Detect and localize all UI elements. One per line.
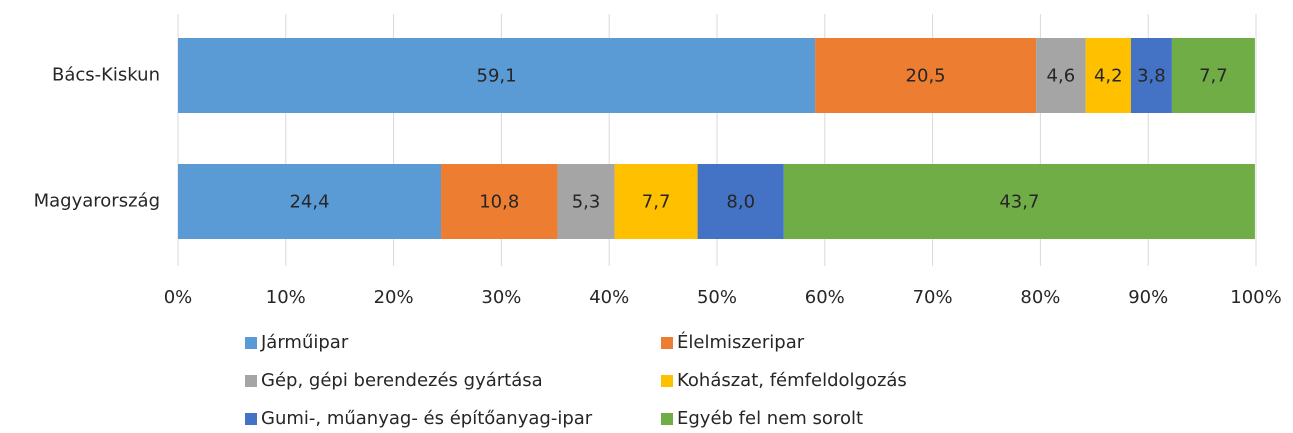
bar-segment — [1036, 38, 1086, 113]
legend-swatch — [661, 337, 673, 349]
legend-swatch — [661, 375, 673, 387]
data-label: 20,5 — [906, 66, 946, 87]
data-label: 43,7 — [999, 192, 1039, 213]
x-tick-label: 20% — [374, 287, 414, 308]
data-label: 7,7 — [642, 192, 671, 213]
x-tick-label: 70% — [913, 287, 953, 308]
data-label: 8,0 — [726, 192, 755, 213]
legend-swatch — [245, 375, 257, 387]
x-tick-label: 80% — [1020, 287, 1060, 308]
legend-label: Gumi-, műanyag- és építőanyag-ipar — [261, 408, 593, 429]
data-label: 3,8 — [1137, 66, 1166, 87]
bar-segment — [815, 38, 1037, 113]
data-label: 7,7 — [1199, 66, 1228, 87]
y-tick-label: Magyarország — [34, 191, 160, 212]
x-tick-label: 10% — [266, 287, 306, 308]
data-label: 5,3 — [572, 192, 601, 213]
data-label: 59,1 — [477, 66, 517, 87]
bar-segment — [614, 164, 698, 239]
x-tick-label: 50% — [697, 287, 737, 308]
x-tick-label: 90% — [1128, 287, 1168, 308]
x-tick-label: 100% — [1230, 287, 1281, 308]
x-tick-label: 60% — [805, 287, 845, 308]
bar-segment — [1085, 38, 1131, 113]
bar-segment — [178, 164, 442, 239]
bar-segment — [697, 164, 784, 239]
bar-segment — [178, 38, 816, 113]
legend-swatch — [245, 413, 257, 425]
bar-segment — [441, 164, 558, 239]
data-label: 4,6 — [1047, 66, 1076, 87]
x-tick-label: 40% — [589, 287, 629, 308]
legend-label: Járműipar — [260, 332, 349, 353]
bar-segment — [783, 164, 1255, 239]
x-tick-label: 0% — [164, 287, 193, 308]
legend-label: Gép, gépi berendezés gyártása — [261, 370, 543, 391]
legend-label: Egyéb fel nem sorolt — [677, 408, 863, 429]
data-label: 24,4 — [289, 192, 329, 213]
legend-label: Kohászat, fémfeldolgozás — [677, 370, 907, 391]
bar-segment — [1130, 38, 1172, 113]
data-label: 4,2 — [1094, 66, 1123, 87]
x-tick-label: 30% — [481, 287, 521, 308]
legend-label: Élelmiszeripar — [677, 331, 805, 353]
legend-swatch — [245, 337, 257, 349]
data-label: 10,8 — [479, 192, 519, 213]
bar-segment — [1171, 38, 1255, 113]
bar-segment — [557, 164, 615, 239]
legend-swatch — [661, 413, 673, 425]
y-tick-label: Bács-Kiskun — [52, 65, 160, 86]
